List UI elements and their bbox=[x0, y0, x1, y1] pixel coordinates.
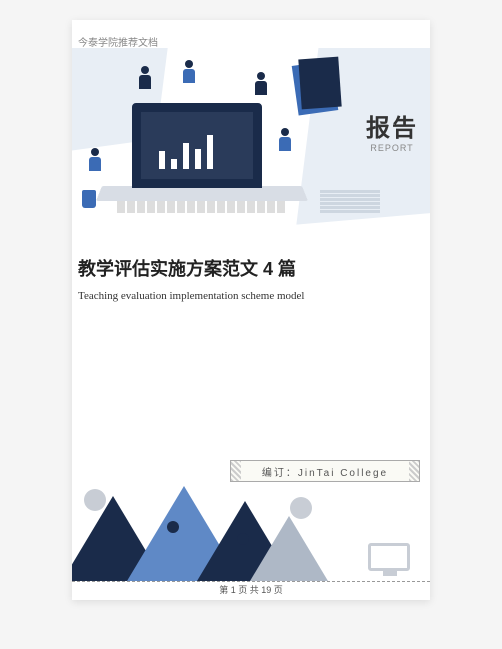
person-icon bbox=[136, 66, 154, 89]
bar bbox=[195, 149, 201, 169]
person-icon bbox=[276, 128, 294, 151]
person-icon bbox=[86, 148, 104, 171]
circle-icon bbox=[237, 533, 249, 545]
bar bbox=[183, 143, 189, 169]
page-title: 教学评估实施方案范文 4 篇 bbox=[78, 255, 296, 281]
laptop-keys bbox=[117, 201, 287, 213]
circle-icon bbox=[84, 489, 106, 511]
cup-icon bbox=[82, 190, 96, 208]
laptop-screen bbox=[132, 103, 262, 188]
page-subtitle: Teaching evaluation implementation schem… bbox=[78, 290, 305, 302]
monitor-icon bbox=[368, 543, 410, 571]
laptop-base bbox=[96, 186, 308, 201]
person-icon bbox=[252, 72, 270, 95]
laptop-icon bbox=[102, 98, 302, 218]
bar bbox=[207, 135, 213, 169]
header-source: 今泰学院推荐文档 bbox=[78, 34, 158, 49]
footer-illustration bbox=[72, 472, 430, 582]
report-cn: 报告 bbox=[366, 108, 418, 143]
document-page: 今泰学院推荐文档 报告 REPORT 教学评估实施方案范 bbox=[72, 20, 430, 600]
page-number: 第 1 页 共 19 页 bbox=[72, 583, 430, 596]
bar bbox=[171, 159, 177, 169]
screen-inner bbox=[141, 112, 253, 179]
paper-pile-icon bbox=[320, 188, 380, 213]
mountain-icon bbox=[250, 516, 328, 581]
circle-icon bbox=[290, 497, 312, 519]
bar-chart-icon bbox=[159, 129, 213, 169]
report-en: REPORT bbox=[366, 143, 418, 153]
bar bbox=[159, 151, 165, 169]
hero-illustration: 报告 REPORT bbox=[72, 48, 430, 228]
report-label: 报告 REPORT bbox=[366, 108, 418, 153]
circle-icon bbox=[167, 521, 179, 533]
person-icon bbox=[180, 60, 198, 83]
